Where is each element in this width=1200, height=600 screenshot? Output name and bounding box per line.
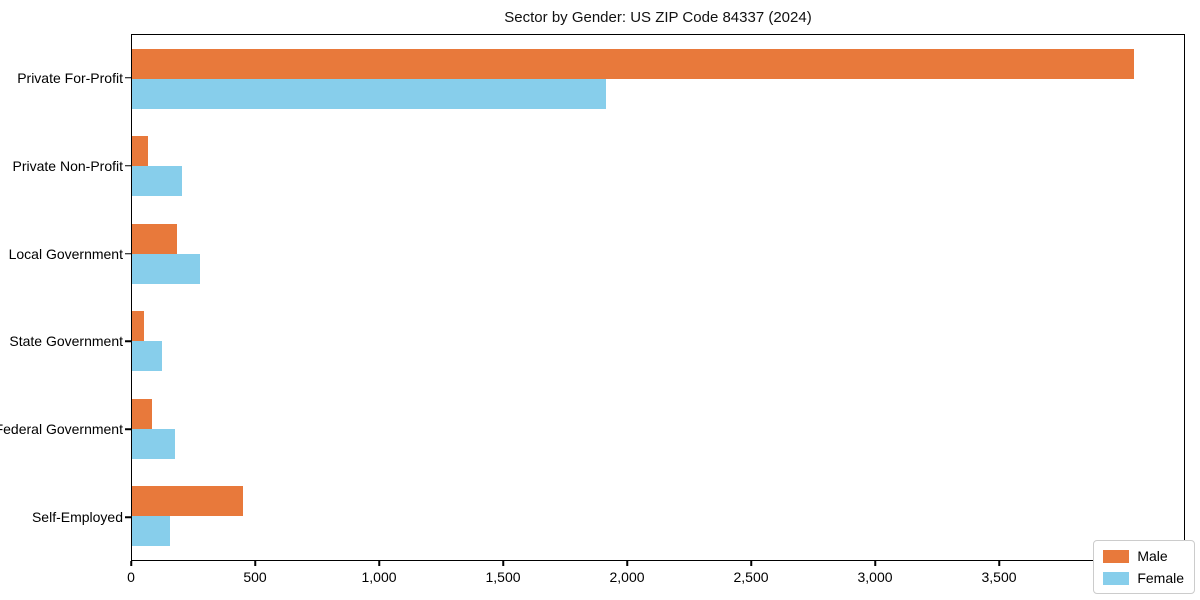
legend-swatch-female bbox=[1103, 571, 1130, 585]
bar-male bbox=[132, 311, 144, 342]
bar-female bbox=[132, 166, 182, 197]
x-tick-mark bbox=[998, 561, 1000, 566]
bar-male bbox=[132, 486, 244, 517]
x-tick-mark bbox=[378, 561, 380, 566]
chart-title: Sector by Gender: US ZIP Code 84337 (202… bbox=[504, 9, 812, 26]
bar-rows bbox=[132, 35, 1184, 560]
x-tick-label: 1,500 bbox=[485, 569, 521, 585]
y-tick-mark bbox=[125, 77, 131, 79]
x-tick-mark bbox=[254, 561, 256, 566]
x-tick-mark bbox=[750, 561, 752, 566]
y-axis-label: State Government bbox=[9, 333, 123, 350]
bar-female bbox=[132, 428, 176, 459]
legend-swatch-male bbox=[1103, 549, 1130, 563]
x-tick-label: 3,500 bbox=[981, 569, 1017, 585]
bar-group bbox=[132, 123, 1184, 211]
bar-female bbox=[132, 78, 607, 109]
legend: Male Female bbox=[1093, 540, 1195, 594]
y-axis-label: Private For-Profit bbox=[17, 69, 123, 86]
y-tick-mark bbox=[125, 340, 131, 343]
bar-group bbox=[132, 385, 1184, 473]
x-tick-mark bbox=[874, 561, 876, 566]
legend-label: Female bbox=[1137, 570, 1184, 586]
x-tick-label: 2,000 bbox=[609, 569, 645, 585]
bar-male bbox=[132, 223, 177, 254]
legend-item: Female bbox=[1103, 570, 1184, 586]
x-tick-label: 0 bbox=[127, 569, 135, 585]
y-tick-mark bbox=[125, 428, 131, 430]
x-tick-mark bbox=[626, 561, 628, 566]
x-tick-mark bbox=[130, 561, 132, 566]
y-axis-label: Federal Government bbox=[0, 421, 123, 438]
bar-female bbox=[132, 341, 162, 372]
bar-group bbox=[132, 473, 1184, 561]
y-axis-label: Self-Employed bbox=[31, 509, 123, 526]
x-tick-mark bbox=[502, 561, 504, 566]
y-axis-label: Private Non-Profit bbox=[12, 157, 123, 174]
x-tick-label: 1,000 bbox=[361, 569, 397, 585]
bar-male bbox=[132, 48, 1135, 79]
bar-female bbox=[132, 516, 171, 547]
legend-label: Male bbox=[1137, 548, 1168, 564]
y-tick-mark bbox=[125, 252, 131, 255]
bar-group bbox=[132, 210, 1184, 298]
y-tick-mark bbox=[125, 516, 131, 518]
y-axis-label: Local Government bbox=[8, 245, 123, 262]
legend-item: Male bbox=[1103, 548, 1184, 564]
bar-group bbox=[132, 35, 1184, 123]
x-tick-label: 3,000 bbox=[857, 569, 893, 585]
y-tick-mark bbox=[125, 165, 131, 167]
bar-male bbox=[132, 398, 152, 429]
bar-female bbox=[132, 253, 201, 284]
plot-area bbox=[131, 34, 1185, 561]
bar-group bbox=[132, 298, 1184, 386]
x-tick-label: 2,500 bbox=[733, 569, 769, 585]
x-tick-label: 500 bbox=[243, 569, 267, 585]
bar-male bbox=[132, 136, 149, 167]
